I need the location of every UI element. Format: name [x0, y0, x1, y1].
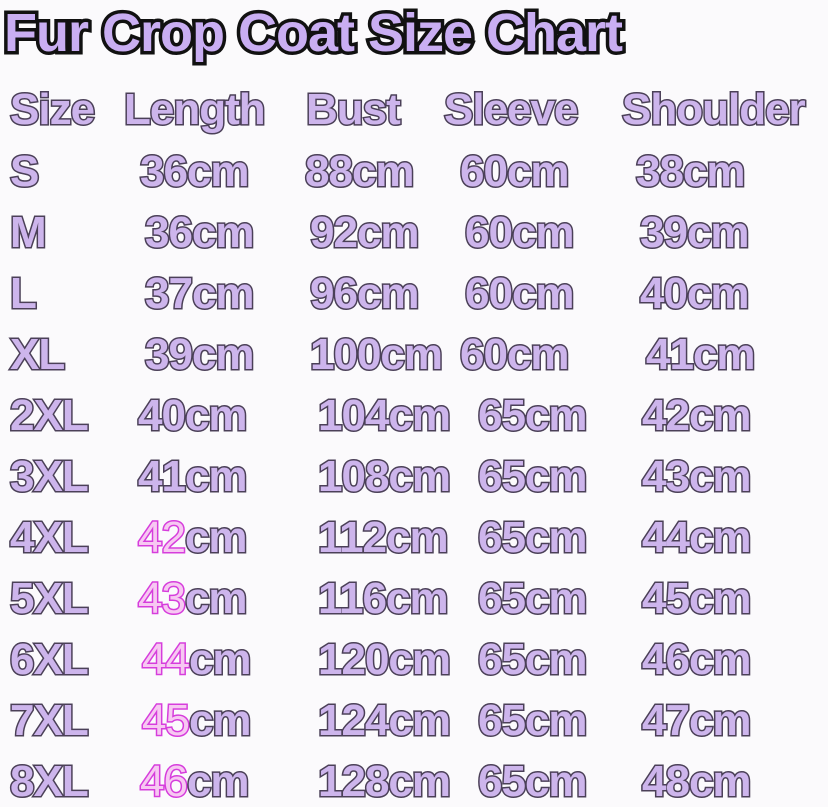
cell-bust: 116cm	[317, 573, 451, 625]
header-sleeve: Sleeve	[442, 84, 579, 136]
cell-sleeve: 65cm	[477, 390, 590, 442]
cell-shoulder: 47cm	[641, 695, 754, 747]
cell-shoulder: 43cm	[641, 451, 754, 503]
cell-sleeve: 60cm	[464, 207, 577, 259]
cell-sleeve: 65cm	[477, 573, 590, 625]
length-value: 43	[137, 573, 188, 625]
length-value: 44	[141, 634, 192, 686]
cell-bust: 92cm	[309, 207, 422, 259]
length-value: 36	[144, 207, 195, 259]
cell-size: 2XL	[9, 390, 91, 442]
length-value: 39	[144, 329, 195, 381]
length-unit: cm	[183, 451, 249, 503]
cell-bust: 96cm	[309, 268, 422, 320]
length-unit: cm	[183, 390, 249, 442]
cell-length: 40cm	[137, 390, 250, 442]
cell-size: 5XL	[9, 573, 91, 625]
length-unit: cm	[185, 756, 251, 807]
cell-size: 4XL	[9, 512, 91, 564]
cell-length: 45cm	[141, 695, 254, 747]
cell-shoulder: 39cm	[639, 207, 752, 259]
cell-shoulder: 38cm	[635, 146, 748, 198]
cell-shoulder: 48cm	[641, 756, 754, 807]
cell-size: M	[9, 207, 49, 259]
cell-length: 43cm	[137, 573, 250, 625]
cell-length: 36cm	[144, 207, 257, 259]
cell-shoulder: 40cm	[639, 268, 752, 320]
length-value: 40	[137, 390, 188, 442]
cell-length: 36cm	[139, 146, 252, 198]
cell-shoulder: 41cm	[645, 329, 758, 381]
cell-size: 6XL	[9, 634, 91, 686]
cell-bust: 100cm	[308, 329, 444, 381]
length-unit: cm	[185, 146, 251, 198]
length-value: 45	[141, 695, 192, 747]
cell-shoulder: 44cm	[641, 512, 754, 564]
header-length: Length	[123, 84, 268, 136]
cell-length: 37cm	[144, 268, 257, 320]
length-value: 36	[139, 146, 190, 198]
length-unit: cm	[190, 268, 256, 320]
cell-shoulder: 42cm	[641, 390, 754, 442]
cell-shoulder: 46cm	[641, 634, 754, 686]
cell-sleeve: 60cm	[459, 329, 572, 381]
header-shoulder: Shoulder	[621, 84, 808, 136]
cell-shoulder: 45cm	[641, 573, 754, 625]
cell-sleeve: 60cm	[464, 268, 577, 320]
cell-sleeve: 65cm	[477, 451, 590, 503]
length-unit: cm	[187, 695, 253, 747]
cell-sleeve: 65cm	[477, 512, 590, 564]
cell-bust: 88cm	[304, 146, 417, 198]
cell-size: 3XL	[9, 451, 91, 503]
length-unit: cm	[183, 573, 249, 625]
cell-size: 8XL	[9, 756, 91, 807]
cell-bust: 112cm	[317, 512, 451, 564]
cell-bust: 128cm	[316, 756, 452, 807]
cell-sleeve: 65cm	[477, 756, 590, 807]
cell-length: 39cm	[144, 329, 257, 381]
length-value: 42	[137, 512, 188, 564]
cell-bust: 120cm	[316, 634, 452, 686]
header-bust: Bust	[305, 84, 403, 136]
cell-size: 7XL	[9, 695, 91, 747]
cell-size: L	[9, 268, 39, 320]
length-unit: cm	[190, 329, 256, 381]
cell-sleeve: 65cm	[477, 695, 590, 747]
cell-bust: 108cm	[316, 451, 452, 503]
chart-title: Fur Crop Coat Size Chart	[0, 0, 626, 67]
cell-bust: 104cm	[316, 390, 452, 442]
length-value: 41	[137, 451, 188, 503]
length-value: 37	[144, 268, 195, 320]
cell-length: 42cm	[137, 512, 250, 564]
header-size: Size	[8, 84, 96, 136]
cell-bust: 124cm	[316, 695, 452, 747]
cell-size: S	[8, 146, 40, 198]
cell-length: 41cm	[137, 451, 250, 503]
cell-size: XL	[8, 329, 66, 381]
length-unit: cm	[187, 634, 253, 686]
length-value: 46	[139, 756, 190, 807]
cell-length: 44cm	[141, 634, 254, 686]
cell-sleeve: 60cm	[459, 146, 572, 198]
cell-length: 46cm	[139, 756, 252, 807]
length-unit: cm	[190, 207, 256, 259]
cell-sleeve: 65cm	[477, 634, 590, 686]
length-unit: cm	[183, 512, 249, 564]
